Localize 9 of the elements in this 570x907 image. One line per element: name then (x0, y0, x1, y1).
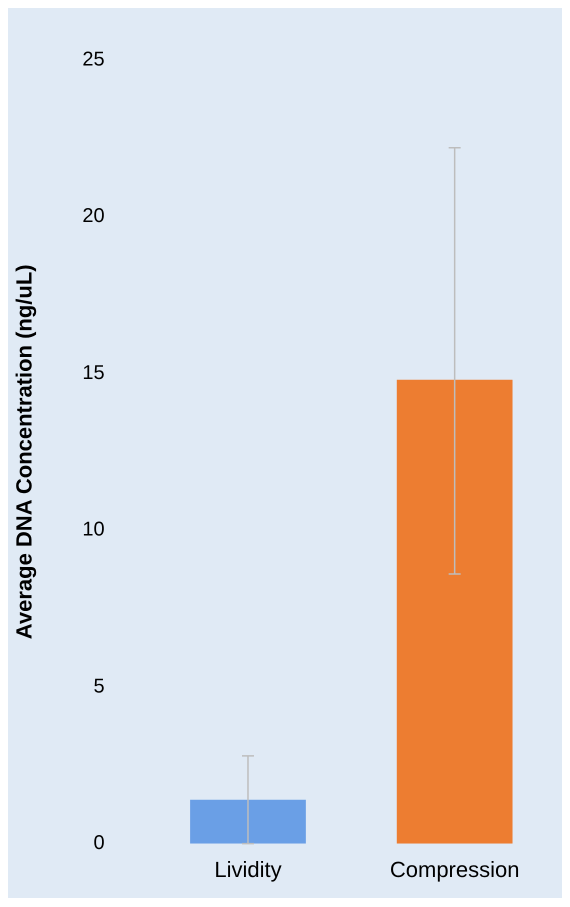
y-tick-label: 20 (82, 205, 105, 228)
y-tick-label: 0 (94, 832, 105, 854)
y-tick-label: 10 (82, 518, 105, 541)
y-tick-label: 15 (82, 362, 105, 384)
x-tick-label: Lividity (214, 856, 282, 882)
y-tick-label: 5 (94, 675, 105, 698)
y-tick-label: 25 (82, 48, 105, 71)
x-tick-label: Compression (390, 856, 520, 882)
y-axis-title: Average DNA Concentration (ng/uL) (11, 264, 36, 640)
